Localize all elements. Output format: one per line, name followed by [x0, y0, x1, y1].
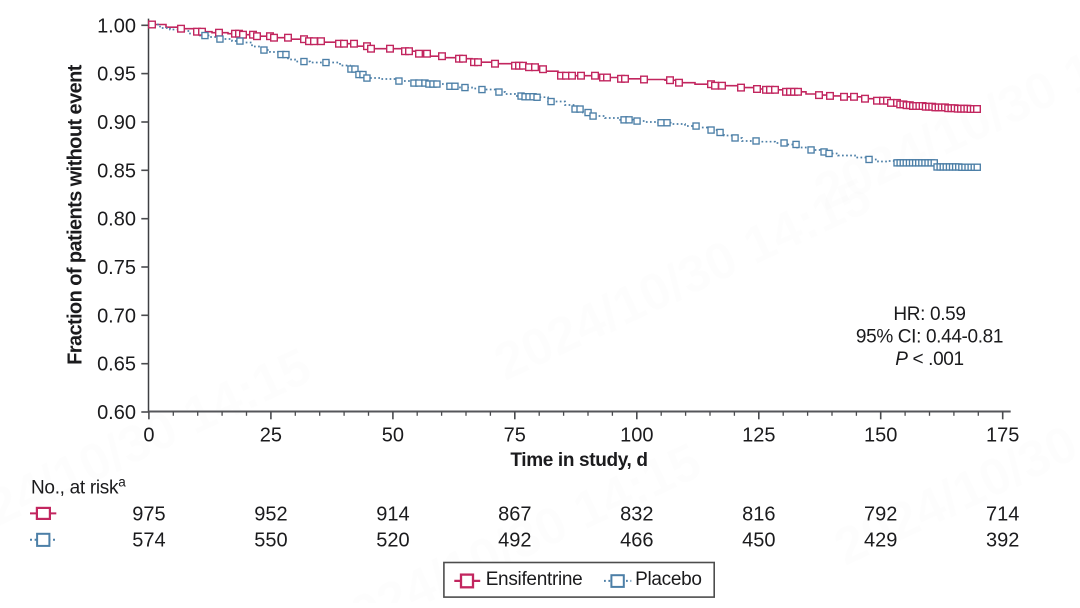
svg-text:0.95: 0.95: [97, 64, 136, 86]
svg-text:150: 150: [864, 425, 897, 447]
svg-text:714: 714: [986, 504, 1019, 526]
svg-text:0.70: 0.70: [97, 305, 136, 327]
svg-text:1.00: 1.00: [97, 15, 136, 37]
svg-text:392: 392: [986, 530, 1019, 552]
svg-text:0.75: 0.75: [97, 257, 136, 279]
svg-text:867: 867: [498, 504, 531, 526]
svg-text:492: 492: [498, 530, 531, 552]
svg-text:Ensifentrine: Ensifentrine: [486, 569, 583, 590]
svg-text:0.85: 0.85: [97, 160, 136, 182]
svg-text:520: 520: [376, 530, 409, 552]
svg-text:P < .001: P < .001: [895, 349, 964, 370]
svg-text:125: 125: [742, 425, 775, 447]
svg-text:50: 50: [382, 425, 404, 447]
svg-text:816: 816: [742, 504, 775, 526]
svg-text:450: 450: [742, 530, 775, 552]
svg-text:792: 792: [864, 504, 897, 526]
svg-text:0.65: 0.65: [97, 354, 136, 376]
svg-text:466: 466: [620, 530, 653, 552]
svg-text:975: 975: [132, 504, 165, 526]
svg-text:0: 0: [143, 425, 154, 447]
svg-text:No., at riska: No., at riska: [31, 474, 126, 499]
svg-text:100: 100: [620, 425, 653, 447]
svg-text:175: 175: [986, 425, 1019, 447]
svg-text:Time in study, d: Time in study, d: [510, 450, 647, 471]
svg-text:550: 550: [254, 530, 287, 552]
svg-text:832: 832: [620, 504, 653, 526]
svg-text:429: 429: [864, 530, 897, 552]
svg-text:574: 574: [132, 530, 165, 552]
svg-text:952: 952: [254, 504, 287, 526]
svg-text:0.90: 0.90: [97, 112, 136, 134]
svg-text:75: 75: [504, 425, 526, 447]
svg-text:Fraction of patients without e: Fraction of patients without event: [65, 64, 87, 365]
svg-text:25: 25: [260, 425, 282, 447]
svg-text:0.80: 0.80: [97, 209, 136, 231]
svg-text:95% CI: 0.44-0.81: 95% CI: 0.44-0.81: [856, 327, 1003, 348]
svg-text:0.60: 0.60: [97, 402, 136, 424]
svg-text:914: 914: [376, 504, 409, 526]
svg-text:Placebo: Placebo: [635, 569, 702, 590]
svg-text:HR: 0.59: HR: 0.59: [893, 304, 965, 325]
